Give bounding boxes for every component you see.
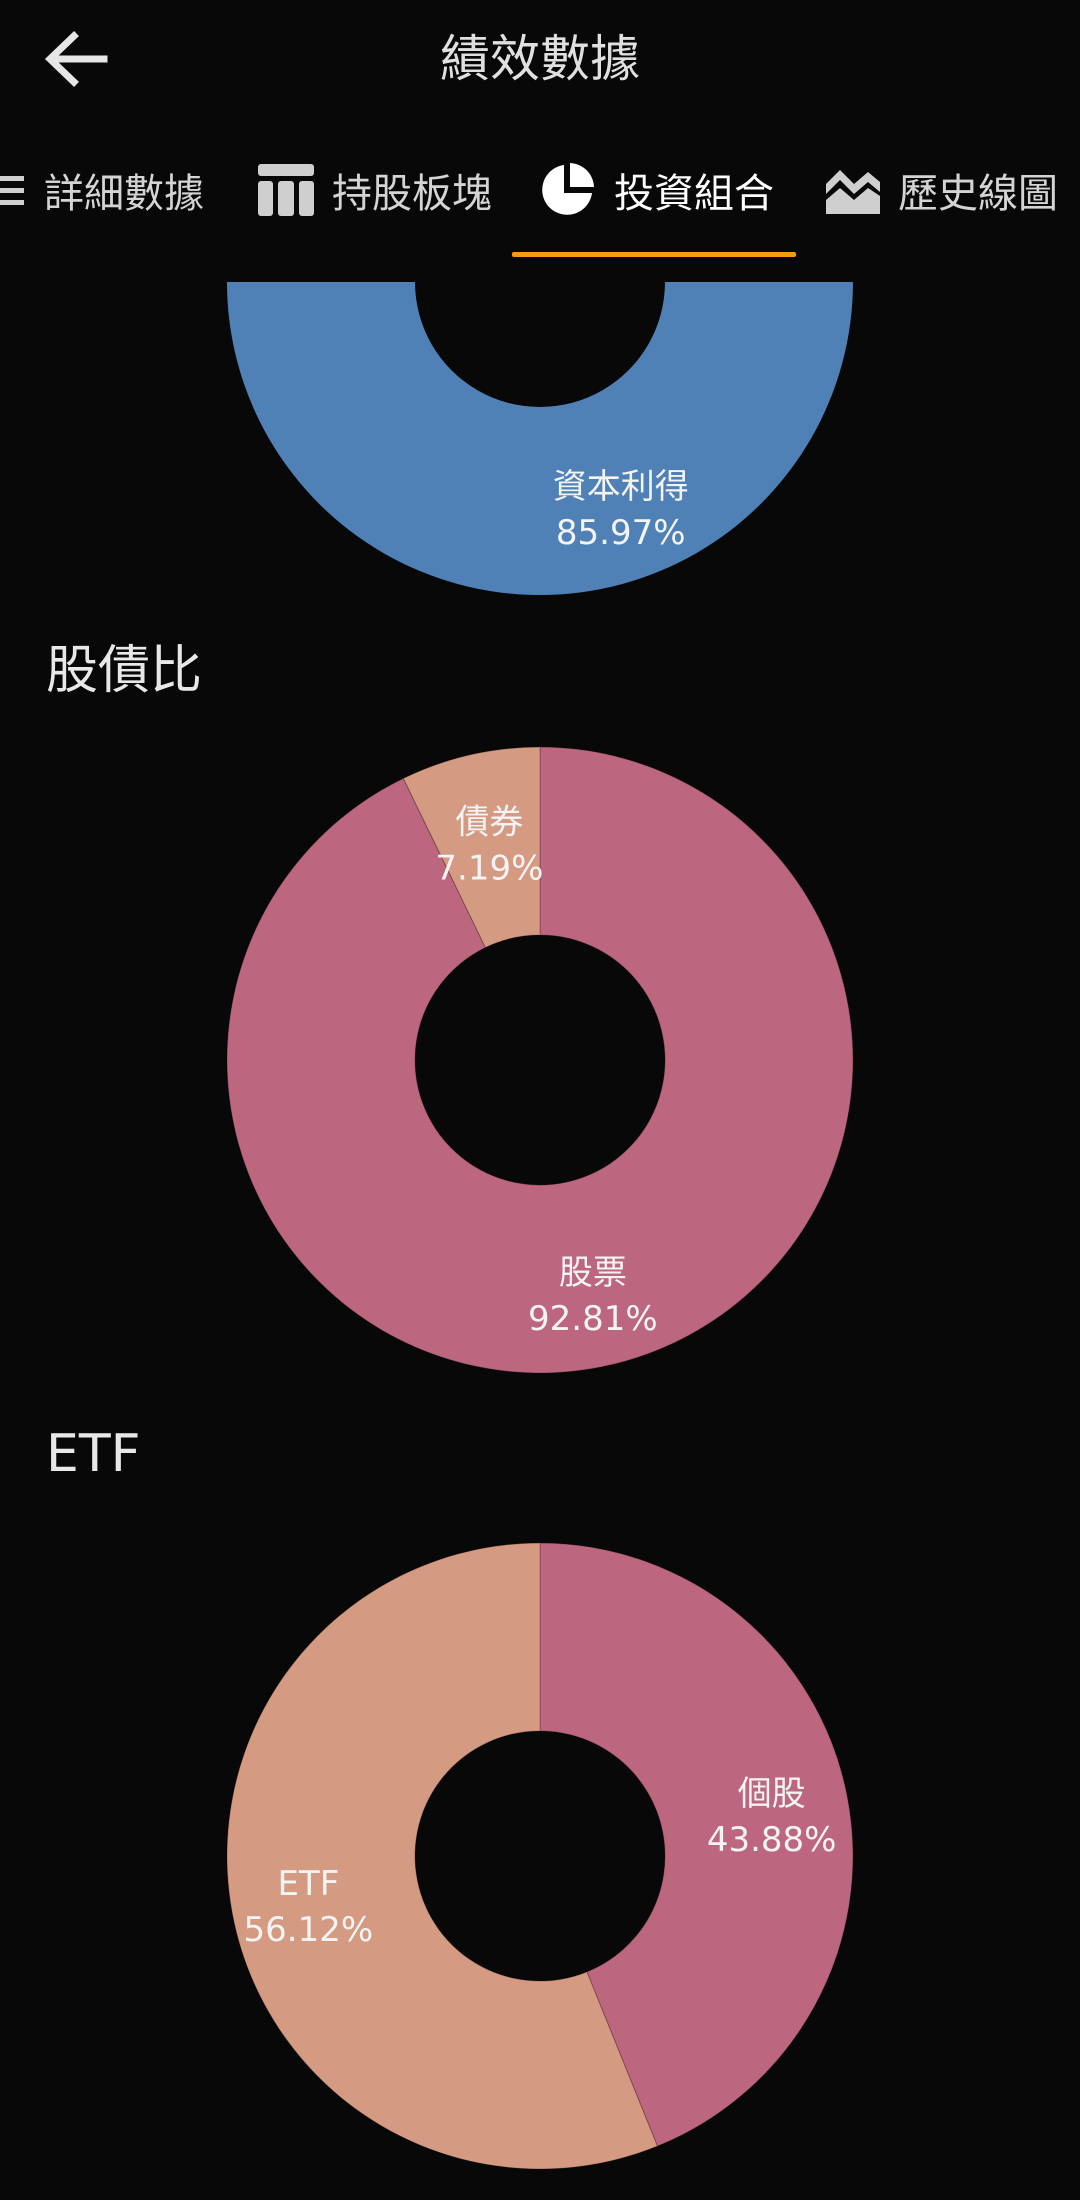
tab-label: 詳細數據 — [44, 171, 204, 217]
etf-chart: 個股 43.88% ETF 56.12% — [0, 1536, 1080, 2176]
table-icon — [258, 164, 314, 216]
stock-bond-ratio-title: 股債比 — [46, 641, 203, 701]
etf-donut: 個股 43.88% ETF 56.12% — [226, 1542, 854, 2170]
slice-label: 個股 — [738, 1774, 806, 1814]
tab-label: 投資組合 — [614, 171, 774, 217]
tab-portfolio[interactable]: 投資組合 — [538, 140, 774, 240]
tab-label: 持股板塊 — [332, 171, 492, 217]
tab-holdings-sector[interactable]: 持股板塊 — [258, 140, 492, 240]
slice-label: 債券 — [455, 803, 523, 843]
area-chart-icon — [826, 170, 880, 214]
slice-label: 股票 — [559, 1253, 627, 1293]
stock-bond-chart: 股票 92.81% 債券 7.19% — [0, 740, 1080, 1380]
donut-slice — [226, 746, 854, 1374]
active-tab-indicator — [512, 252, 796, 257]
back-button[interactable] — [38, 20, 118, 100]
slice-percent: 92.81% — [528, 1299, 658, 1339]
slice-percent: 85.97% — [556, 513, 686, 553]
slice-percent: 43.88% — [707, 1820, 837, 1860]
tab-bar: 詳細數據 持股板塊 投資組合 歷史線圖 — [0, 140, 1080, 260]
tab-history-chart[interactable]: 歷史線圖 — [826, 140, 1058, 240]
donut-slice — [539, 1542, 854, 2147]
slice-label: 資本利得 — [553, 467, 689, 507]
pie-chart-icon — [542, 163, 594, 215]
etf-title: ETF — [46, 1424, 141, 1484]
slice-percent: 56.12% — [244, 1910, 374, 1950]
tab-label: 歷史線圖 — [898, 171, 1058, 217]
slice-label: ETF — [277, 1864, 339, 1904]
slice-percent: 7.19% — [435, 849, 543, 889]
tab-detail-data[interactable]: 詳細數據 — [0, 140, 204, 240]
arrow-left-icon — [44, 31, 108, 87]
donut-slice — [227, 282, 853, 595]
donut-slice — [226, 1542, 659, 2170]
stock-bond-donut: 股票 92.81% 債券 7.19% — [226, 746, 854, 1374]
list-icon — [0, 176, 24, 205]
capital-gain-chart: 資本利得 85.97% — [0, 282, 1080, 602]
donut-slice — [402, 746, 541, 949]
page-title: 績效數據 — [440, 30, 640, 88]
capital-gain-donut: 資本利得 85.97% — [227, 282, 853, 595]
app-header: 績效數據 — [0, 0, 1080, 120]
